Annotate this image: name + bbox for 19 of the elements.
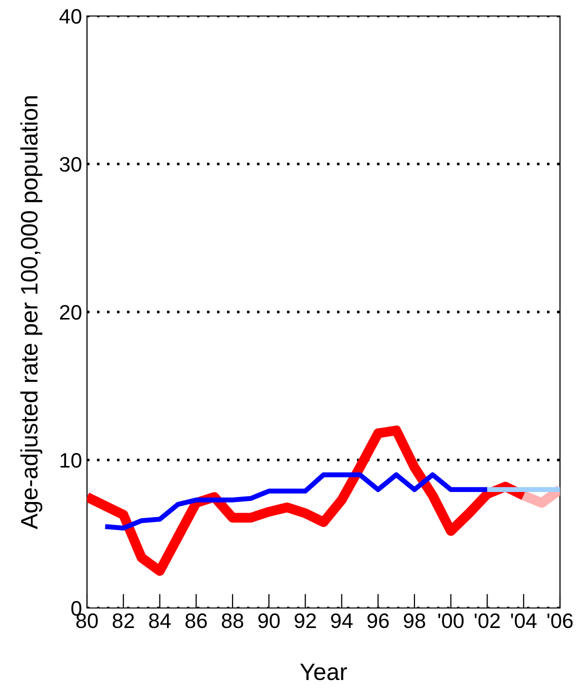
x-tick-label: 96 [367,613,389,628]
x-tick-label: '00 [438,613,464,628]
x-axis-title: Year [300,664,347,680]
y-axis-title: Age-adjusted rate per 100,000 population [20,96,42,530]
x-tick-label: 94 [331,613,353,628]
x-tick-label: 98 [404,613,426,628]
y-tick-label: 20 [60,305,82,320]
x-tick-label: 82 [112,613,134,628]
x-tick-label: '06 [547,613,573,628]
x-tick-label: 86 [185,613,207,628]
x-tick-label: 88 [222,613,244,628]
x-tick-label: '04 [511,613,537,628]
y-tick-label: 10 [60,453,82,468]
y-tick-label: 40 [59,9,82,24]
y-tick-label: 30 [60,157,82,172]
x-tick-label: '02 [474,613,500,628]
x-tick-label: 92 [294,613,316,628]
x-tick-label: 84 [149,613,171,628]
x-tick-label: 90 [258,613,280,628]
